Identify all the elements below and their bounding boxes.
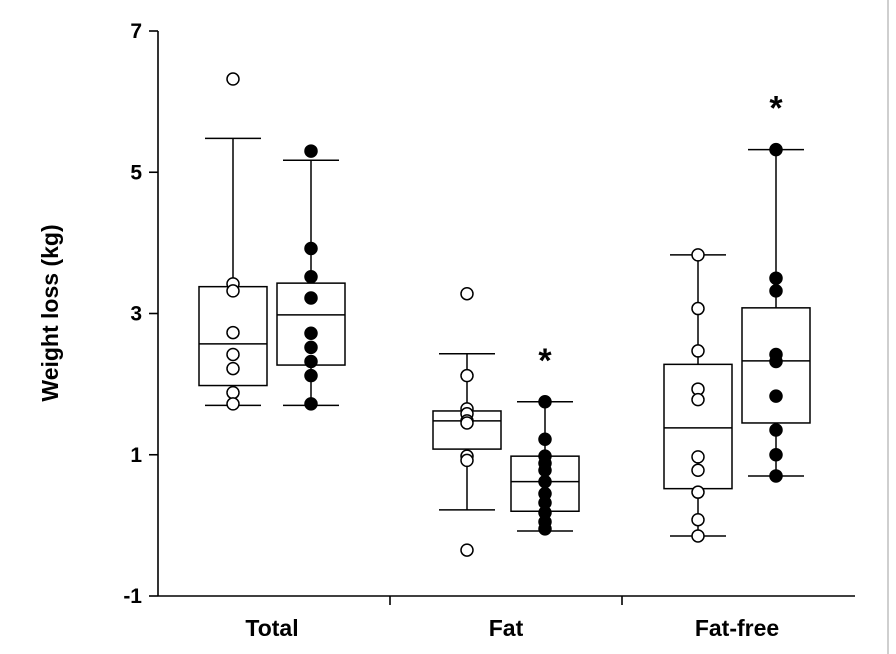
data-point-filled bbox=[304, 368, 318, 383]
data-point-open bbox=[691, 485, 705, 499]
data-point-filled bbox=[538, 474, 552, 489]
data-point-filled bbox=[304, 270, 318, 284]
data-point-open bbox=[691, 392, 705, 407]
data-point-filled bbox=[304, 291, 318, 305]
data-point-filled bbox=[538, 395, 552, 409]
data-point-open bbox=[691, 463, 705, 478]
data-point-open bbox=[691, 248, 705, 262]
data-point-filled bbox=[304, 241, 318, 256]
data-point-filled bbox=[304, 397, 318, 411]
data-point-filled bbox=[769, 354, 783, 369]
data-point-filled bbox=[769, 284, 783, 298]
data-point-open bbox=[226, 325, 240, 340]
data-point-open bbox=[226, 361, 240, 376]
x-category-label: Fat bbox=[489, 615, 524, 641]
data-point-open bbox=[691, 450, 705, 464]
data-point-filled bbox=[304, 354, 318, 369]
data-point-filled bbox=[304, 144, 318, 158]
y-tick-label: 3 bbox=[130, 303, 142, 326]
data-point-open bbox=[460, 286, 474, 301]
data-point-filled bbox=[769, 142, 783, 157]
y-tick-label: 1 bbox=[130, 444, 142, 467]
significance-marker: * bbox=[769, 90, 783, 128]
data-point-open bbox=[691, 301, 705, 316]
data-point-open bbox=[226, 284, 240, 298]
box-series: ** bbox=[198, 90, 811, 537]
data-point-filled bbox=[538, 463, 552, 478]
y-axis-title: Weight loss (kg) bbox=[37, 224, 63, 401]
data-point-filled bbox=[304, 326, 318, 341]
y-tick-label: 7 bbox=[130, 20, 142, 43]
y-tick-label: 5 bbox=[130, 161, 142, 184]
data-point-filled bbox=[769, 389, 783, 403]
axes: -1 1 3 5 7 Total Fat Fat-free bbox=[123, 20, 855, 641]
data-point-filled bbox=[769, 448, 783, 462]
data-points bbox=[226, 72, 783, 557]
x-category-label: Fat-free bbox=[695, 615, 779, 641]
data-point-open bbox=[226, 72, 240, 86]
data-point-filled bbox=[538, 432, 552, 446]
data-point-open bbox=[460, 368, 474, 383]
data-point-open bbox=[226, 397, 240, 411]
x-category-label: Total bbox=[245, 615, 298, 641]
data-point-open bbox=[691, 344, 705, 358]
data-point-open bbox=[691, 512, 705, 527]
data-point-filled bbox=[769, 469, 783, 483]
data-point-filled bbox=[538, 522, 552, 536]
data-point-filled bbox=[769, 423, 783, 437]
data-point-filled bbox=[769, 271, 783, 285]
y-tick-label: -1 bbox=[123, 585, 142, 608]
data-point-filled bbox=[304, 340, 318, 355]
data-point-open bbox=[460, 543, 474, 557]
data-point-open bbox=[460, 416, 474, 430]
significance-marker: * bbox=[538, 342, 552, 380]
data-point-open bbox=[460, 453, 474, 468]
data-point-open bbox=[691, 529, 705, 543]
data-point-open bbox=[226, 385, 240, 400]
data-point-open bbox=[226, 347, 240, 362]
